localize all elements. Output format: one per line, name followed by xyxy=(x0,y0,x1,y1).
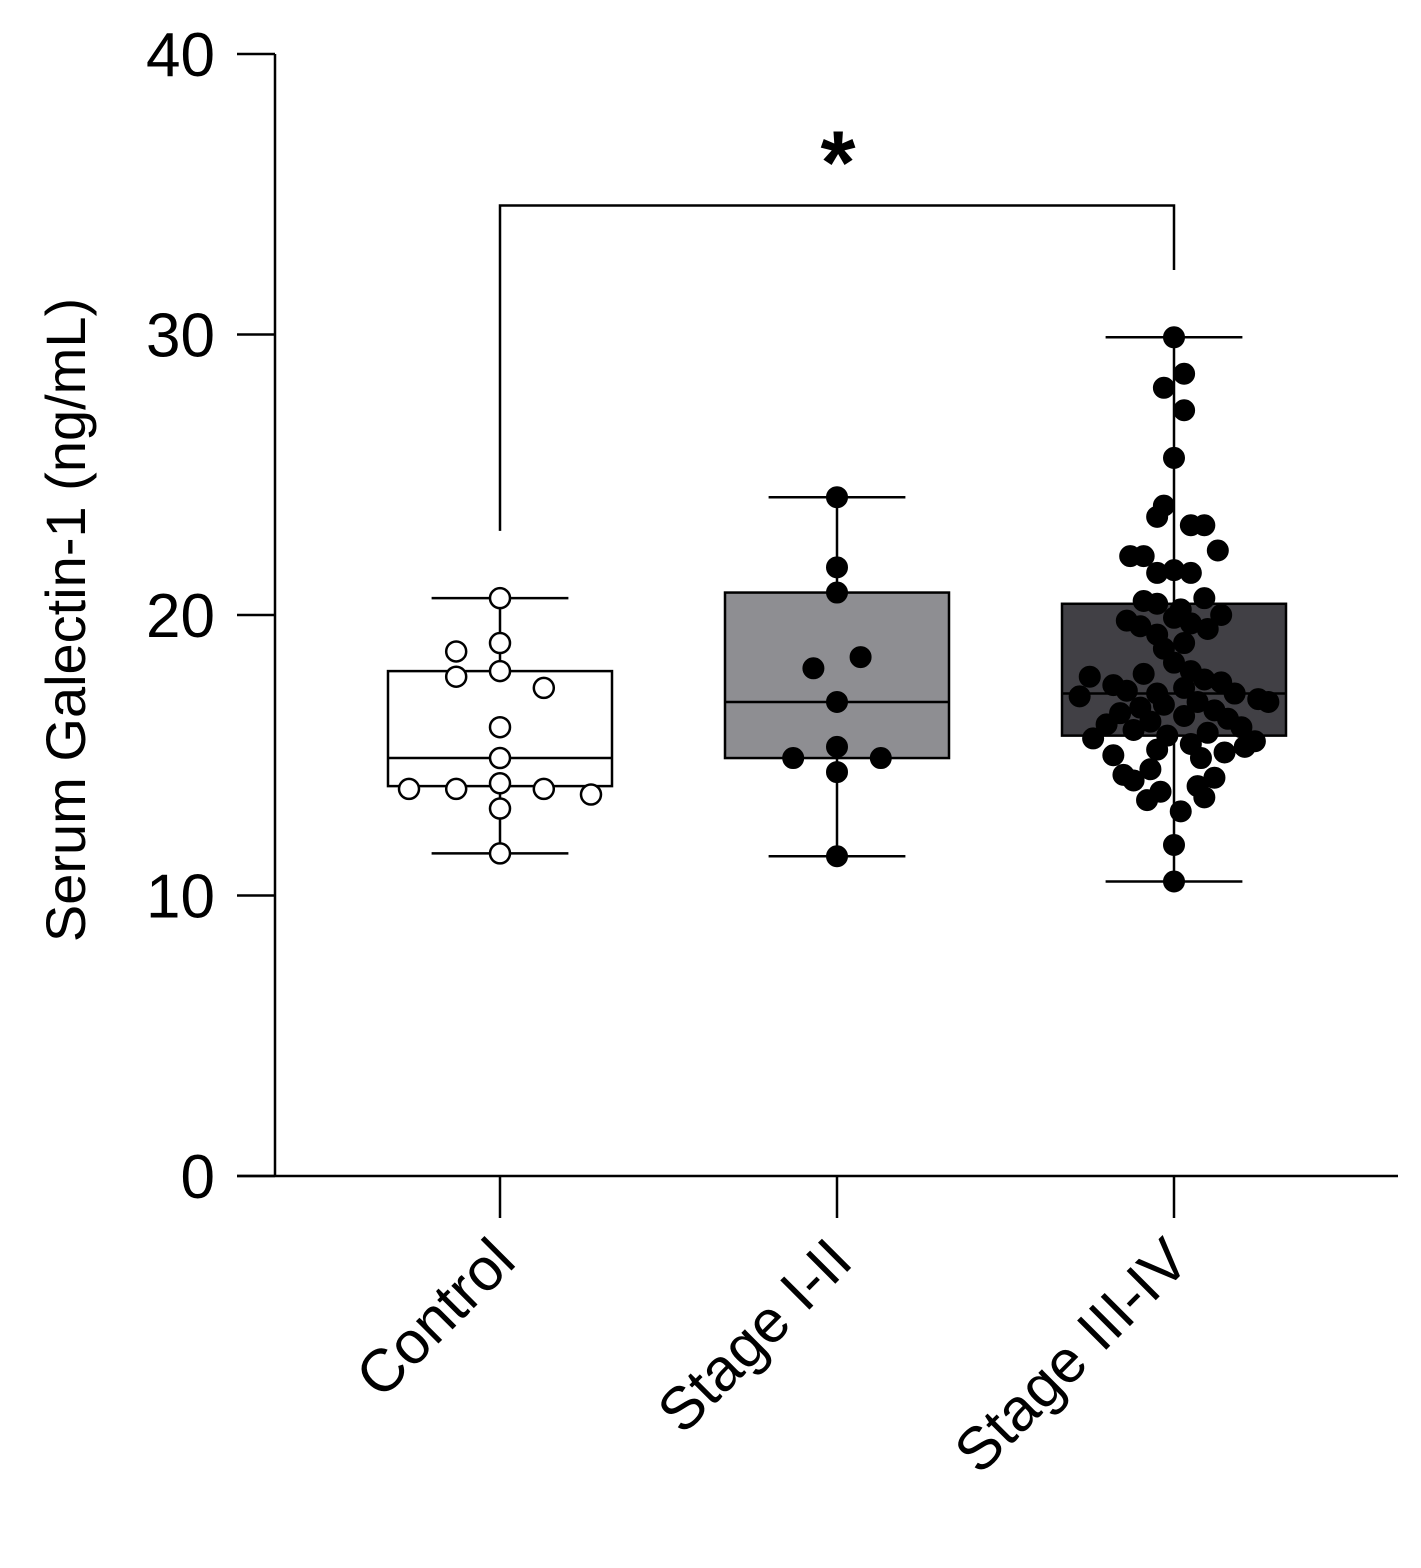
data-point xyxy=(1146,738,1169,761)
data-point xyxy=(1068,685,1091,708)
data-point xyxy=(869,747,892,770)
data-point xyxy=(1163,326,1185,349)
data-point xyxy=(488,586,512,610)
y-tick-label: 20 xyxy=(146,582,215,651)
data-point xyxy=(1163,834,1185,857)
data-point xyxy=(1193,587,1216,610)
data-points xyxy=(397,326,1280,893)
data-point xyxy=(1119,545,1142,568)
data-point xyxy=(1196,618,1219,641)
x-tick-label: Stage I-II xyxy=(645,1226,865,1446)
data-point xyxy=(1146,561,1169,584)
box-group xyxy=(723,495,951,858)
data-point xyxy=(1206,539,1229,562)
data-point xyxy=(826,690,848,713)
data-point xyxy=(1078,665,1101,688)
data-point xyxy=(1115,679,1138,702)
data-point xyxy=(444,665,468,688)
data-point xyxy=(1146,592,1169,615)
data-point xyxy=(1173,632,1196,655)
data-point xyxy=(782,747,805,770)
data-point xyxy=(488,715,512,739)
data-point xyxy=(1173,676,1196,699)
data-point xyxy=(1139,758,1162,781)
data-point xyxy=(1132,662,1155,685)
data-point xyxy=(579,783,603,806)
data-point xyxy=(1146,505,1169,528)
data-point xyxy=(849,646,872,669)
y-tick-label: 30 xyxy=(146,302,215,371)
y-axis: 0 10 20 30 40 xyxy=(146,21,277,1212)
data-point xyxy=(1163,870,1185,893)
data-point xyxy=(488,797,512,820)
data-point xyxy=(1173,362,1196,385)
data-point xyxy=(1189,747,1212,770)
data-point xyxy=(1223,682,1246,705)
data-point xyxy=(1136,789,1159,812)
data-point xyxy=(1210,604,1233,626)
y-axis-label: Serum Galectin-1 (ng/mL) xyxy=(34,298,97,942)
data-point xyxy=(1196,721,1219,744)
data-point xyxy=(444,640,468,663)
data-point xyxy=(532,777,556,801)
data-point xyxy=(1179,561,1202,584)
significance-annotation: * xyxy=(498,113,1176,531)
data-point xyxy=(488,772,512,795)
data-point xyxy=(1173,399,1196,422)
data-point xyxy=(444,777,468,801)
data-point xyxy=(488,746,512,770)
data-point xyxy=(826,735,848,758)
data-point xyxy=(397,777,421,801)
data-point xyxy=(1102,744,1125,767)
data-point xyxy=(802,657,825,680)
y-tick-label: 40 xyxy=(146,21,215,90)
data-point xyxy=(532,676,556,700)
data-point xyxy=(1257,690,1280,713)
data-point xyxy=(1122,719,1145,742)
data-point xyxy=(1169,800,1192,823)
x-tick-label: Control xyxy=(343,1226,527,1410)
box-iqr xyxy=(723,591,951,760)
data-point xyxy=(1193,514,1216,537)
data-point xyxy=(1193,786,1216,809)
data-point xyxy=(1122,769,1145,792)
data-point xyxy=(1173,704,1196,727)
y-tick-label: 0 xyxy=(181,1143,215,1212)
data-point xyxy=(488,631,512,655)
data-point xyxy=(1233,735,1256,758)
significance-bracket xyxy=(498,204,1176,531)
data-point xyxy=(1082,727,1105,750)
data-point xyxy=(1213,741,1236,764)
y-tick-label: 10 xyxy=(146,863,215,932)
data-point xyxy=(1152,693,1175,716)
x-tick-label: Stage III-IV xyxy=(942,1226,1202,1486)
data-point xyxy=(488,659,512,683)
data-point xyxy=(1152,376,1175,399)
data-point xyxy=(826,486,848,509)
data-point xyxy=(826,581,848,604)
data-point xyxy=(826,845,848,868)
data-point xyxy=(1095,713,1118,736)
data-point xyxy=(826,556,848,579)
x-axis: Control Stage I-II Stage III-IV xyxy=(237,1174,1398,1486)
data-point xyxy=(1163,446,1185,469)
data-point xyxy=(826,761,848,784)
significance-star: * xyxy=(820,113,855,213)
data-point xyxy=(488,842,512,865)
